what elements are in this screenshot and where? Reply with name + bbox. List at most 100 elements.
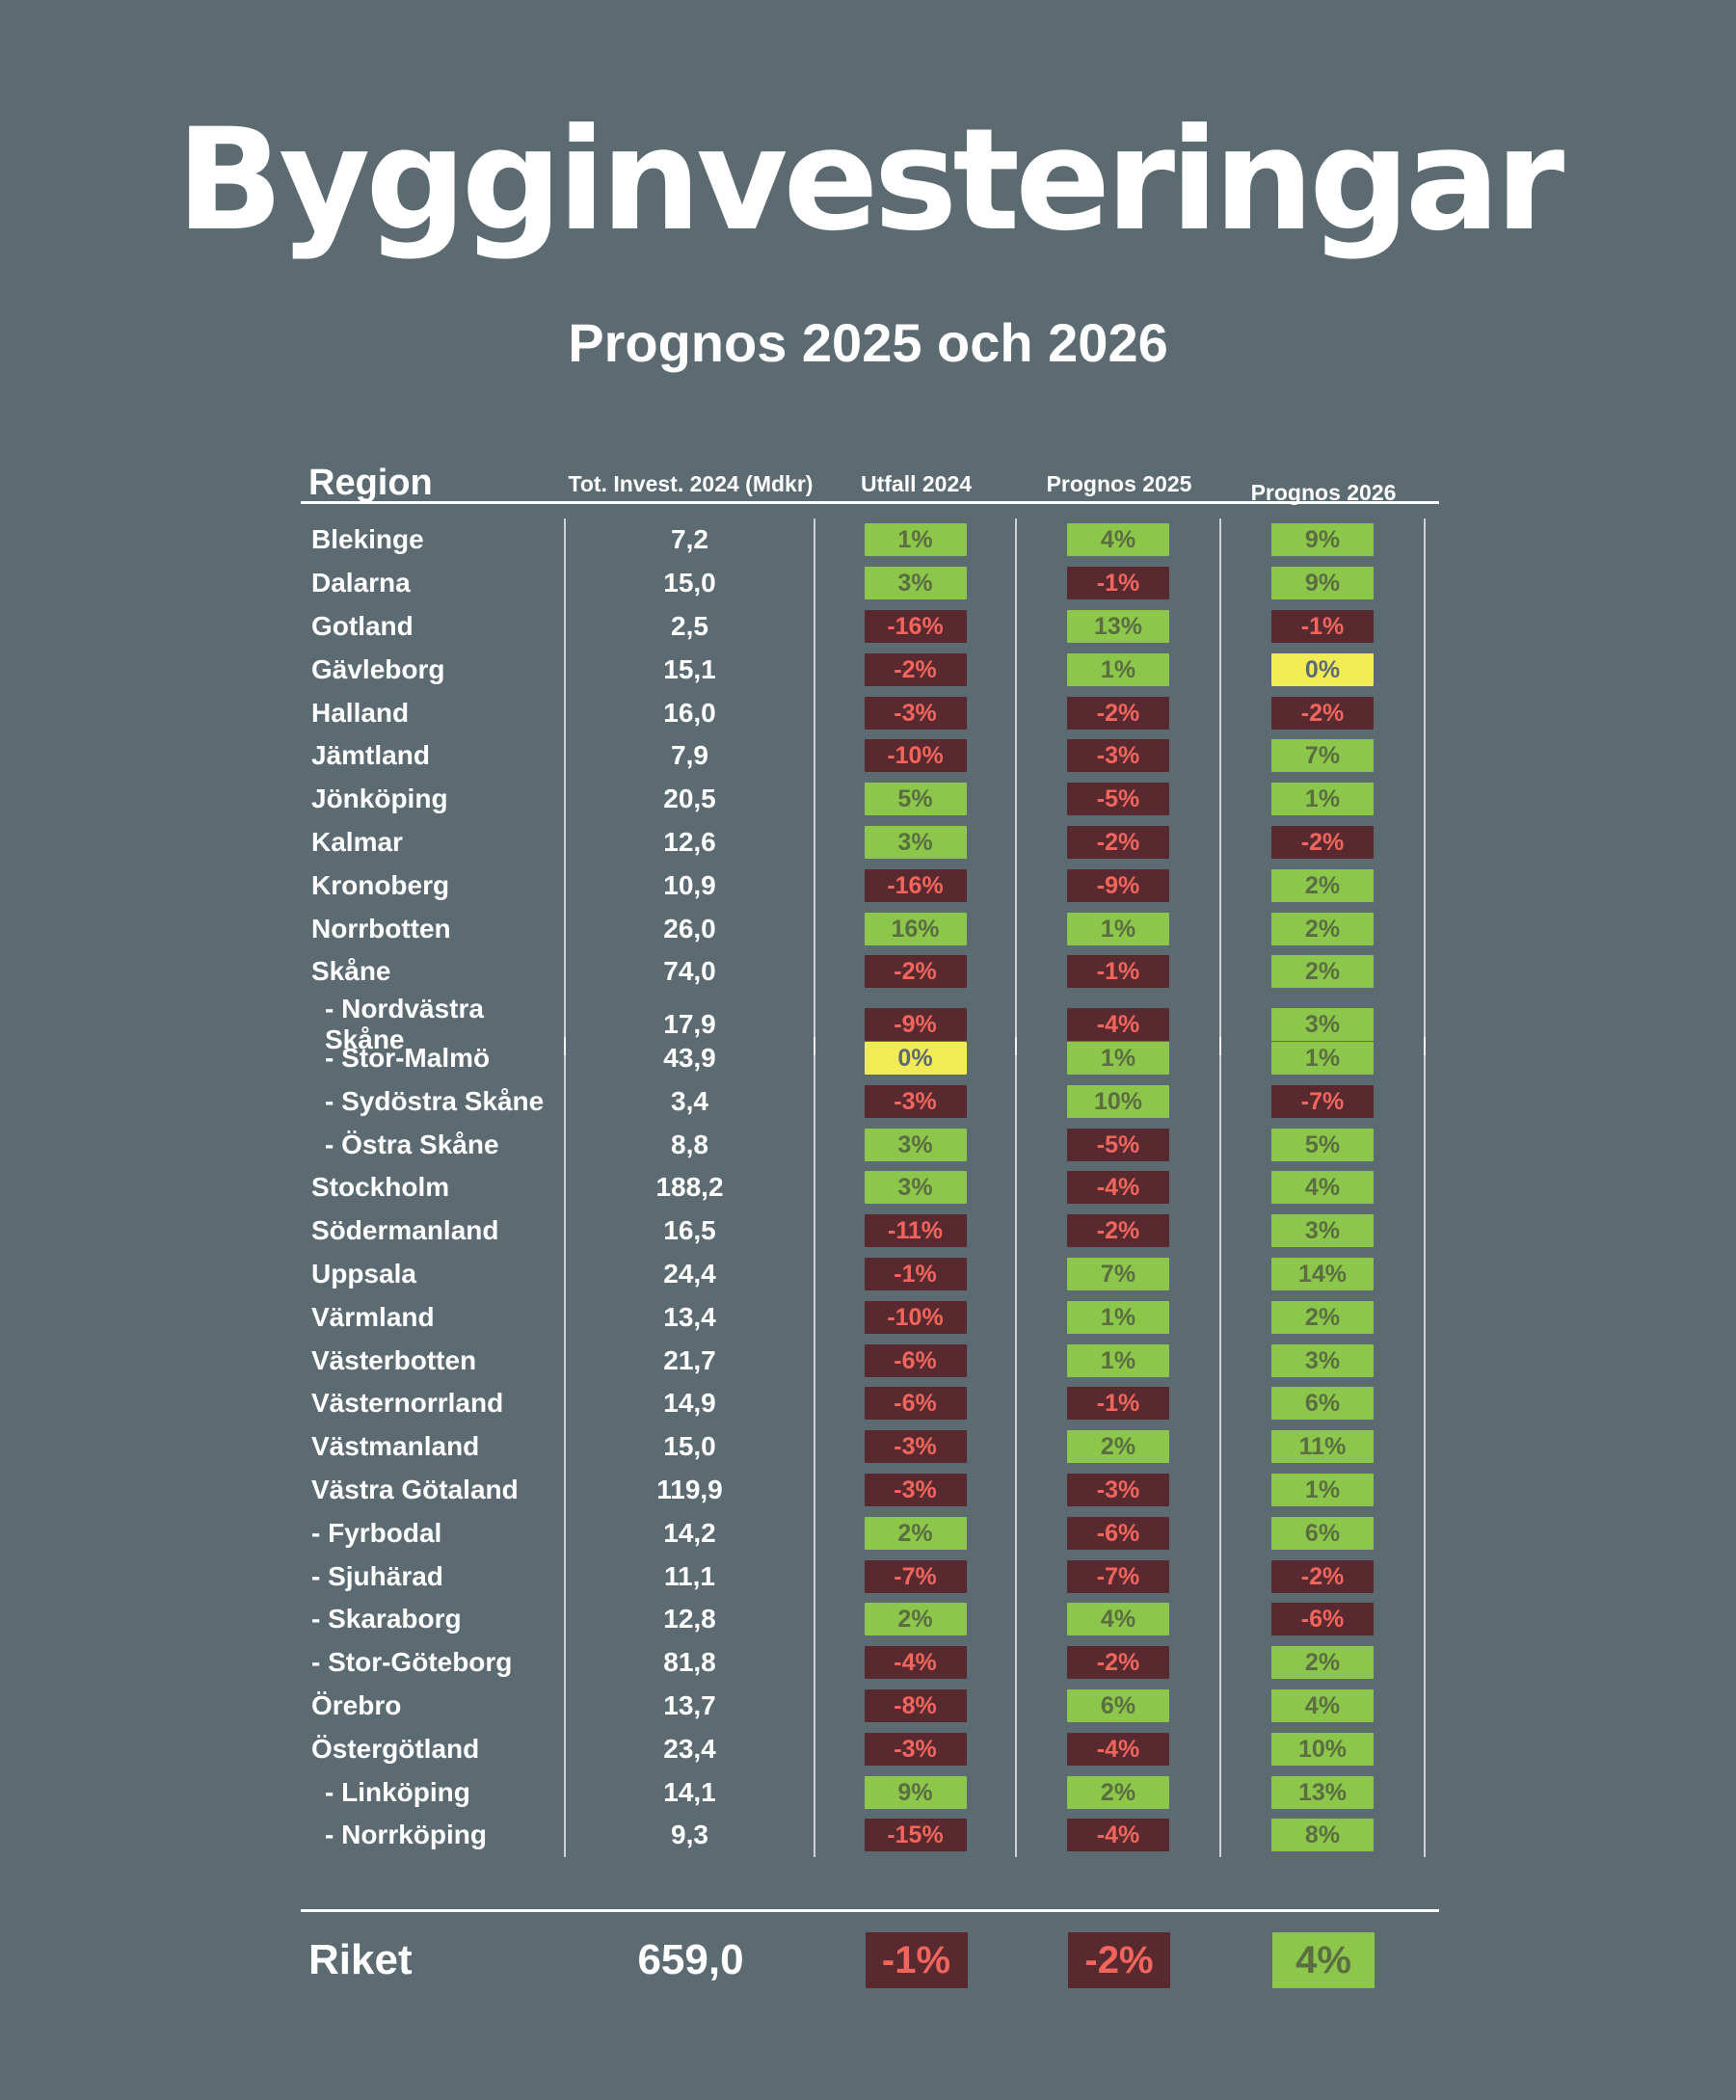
table-row: - Fyrbodal 14,2 2% -6% 6% bbox=[307, 1511, 1426, 1555]
region-name: - Sjuhärad bbox=[307, 1555, 566, 1598]
table-row: - Stor-Göteborg 81,8 -4% -2% 2% bbox=[307, 1640, 1426, 1685]
badge-cell: 14% bbox=[1221, 1252, 1426, 1296]
invest-value: 24,4 bbox=[566, 1252, 815, 1296]
badge-cell: 10% bbox=[1221, 1727, 1426, 1771]
invest-value: 16,0 bbox=[566, 691, 815, 734]
footer-badge-cell-utfall-2024: -1% bbox=[815, 1929, 1017, 1991]
percent-badge: 6% bbox=[1067, 1688, 1169, 1722]
percent-badge: 5% bbox=[1271, 1128, 1374, 1161]
badge-cell: -2% bbox=[1017, 1640, 1221, 1685]
table-row: Norrbotten 26,0 16% 1% 2% bbox=[307, 907, 1426, 950]
percent-badge: -6% bbox=[1067, 1516, 1169, 1550]
percent-badge: -4% bbox=[864, 1646, 967, 1680]
table-row: Gotland 2,5 -16% 13% -1% bbox=[307, 604, 1426, 649]
percent-badge: 13% bbox=[1271, 1775, 1374, 1809]
badge-cell: 0% bbox=[1221, 648, 1426, 692]
page-title: Bygginvesteringar bbox=[175, 98, 1564, 262]
percent-badge: -2% bbox=[1067, 1646, 1169, 1680]
region-name: Gotland bbox=[307, 604, 566, 649]
percent-badge: 13% bbox=[1067, 609, 1169, 643]
column-header-prognos-2026: Prognos 2026 bbox=[1250, 480, 1397, 505]
region-name: - Östra Skåne bbox=[307, 1123, 566, 1166]
percent-badge: -2% bbox=[1271, 1559, 1374, 1593]
table-row: Halland 16,0 -3% -2% -2% bbox=[307, 691, 1426, 734]
badge-cell: -10% bbox=[815, 733, 1017, 778]
invest-value: 17,9 bbox=[566, 993, 815, 1055]
invest-value: 14,9 bbox=[566, 1381, 815, 1425]
percent-badge: -16% bbox=[864, 868, 967, 902]
region-name: Värmland bbox=[307, 1295, 566, 1340]
percent-badge: 1% bbox=[1067, 1343, 1169, 1377]
percent-badge: 2% bbox=[1067, 1430, 1169, 1464]
invest-value: 74,0 bbox=[566, 949, 815, 994]
region-name: Kalmar bbox=[307, 820, 566, 864]
badge-cell: -2% bbox=[815, 949, 1017, 994]
table-row: Västerbotten 21,7 -6% 1% 3% bbox=[307, 1339, 1426, 1382]
badge-cell: 8% bbox=[1221, 1813, 1426, 1857]
invest-value: 10,9 bbox=[566, 864, 815, 908]
percent-badge: -9% bbox=[1067, 868, 1169, 902]
badge-cell: -2% bbox=[815, 648, 1017, 692]
badge-cell: 2% bbox=[815, 1511, 1017, 1555]
badge-cell: 7% bbox=[1221, 733, 1426, 778]
column-header-utfall-2024: Utfall 2024 bbox=[860, 471, 973, 496]
percent-badge: 3% bbox=[1271, 1214, 1374, 1248]
table-header-row: Region Tot. Invest. 2024 (Mdkr) Utfall 2… bbox=[307, 422, 1426, 504]
column-header-region: Region bbox=[308, 463, 433, 503]
percent-badge: -4% bbox=[1067, 1007, 1169, 1041]
badge-cell: -7% bbox=[1221, 1079, 1426, 1124]
badge-cell: -6% bbox=[1221, 1597, 1426, 1641]
badge-cell: 2% bbox=[1221, 1295, 1426, 1340]
region-name: Östergötland bbox=[307, 1727, 566, 1771]
invest-value: 8,8 bbox=[566, 1123, 815, 1166]
badge-cell: -2% bbox=[1017, 691, 1221, 734]
badge-cell: -2% bbox=[1017, 820, 1221, 864]
percent-badge: -2% bbox=[864, 652, 967, 686]
table-row: Södermanland 16,5 -11% -2% 3% bbox=[307, 1209, 1426, 1253]
region-name: Dalarna bbox=[307, 561, 566, 605]
percent-badge: 1% bbox=[1067, 652, 1169, 686]
percent-badge: 6% bbox=[1271, 1516, 1374, 1550]
percent-badge: 8% bbox=[1271, 1819, 1374, 1852]
percent-badge: 1% bbox=[1271, 1041, 1374, 1075]
badge-cell: -2% bbox=[1017, 1209, 1221, 1253]
percent-badge: -4% bbox=[1067, 1171, 1169, 1205]
badge-cell: -1% bbox=[1017, 949, 1221, 994]
badge-cell: 3% bbox=[1221, 1209, 1426, 1253]
badge-cell: 1% bbox=[1221, 1036, 1426, 1080]
table-row: Kronoberg 10,9 -16% -9% 2% bbox=[307, 864, 1426, 908]
footer-badge-cell-prognos-2026: 4% bbox=[1221, 1929, 1426, 1991]
badge-cell: -1% bbox=[815, 1252, 1017, 1296]
percent-badge: 3% bbox=[1271, 1007, 1374, 1041]
percent-badge: 4% bbox=[1067, 1603, 1169, 1636]
badge-cell: -2% bbox=[1221, 1555, 1426, 1598]
badge-cell: 1% bbox=[1221, 777, 1426, 821]
badge-cell: 2% bbox=[815, 1597, 1017, 1641]
badge-cell: -1% bbox=[1221, 604, 1426, 649]
percent-badge: -2% bbox=[864, 955, 967, 989]
percent-badge: 1% bbox=[1271, 783, 1374, 816]
table-row: - Sydöstra Skåne 3,4 -3% 10% -7% bbox=[307, 1079, 1426, 1124]
badge-cell: 9% bbox=[1221, 561, 1426, 605]
percent-badge: -8% bbox=[864, 1688, 967, 1722]
table-row: Västra Götaland 119,9 -3% -3% 1% bbox=[307, 1468, 1426, 1512]
badge-cell: 0% bbox=[815, 1036, 1017, 1080]
column-header-prognos-2025: Prognos 2025 bbox=[1046, 471, 1192, 496]
badge-cell: 4% bbox=[1221, 1684, 1426, 1728]
percent-badge: -3% bbox=[1067, 739, 1169, 773]
badge-cell: -4% bbox=[1017, 1165, 1221, 1209]
column-header-invest: Tot. Invest. 2024 (Mdkr) bbox=[568, 471, 814, 496]
region-name: Halland bbox=[307, 691, 566, 734]
header-divider-line bbox=[301, 501, 1439, 504]
percent-badge: 9% bbox=[1271, 523, 1374, 557]
percent-badge: 3% bbox=[864, 825, 967, 859]
badge-cell: 1% bbox=[1017, 648, 1221, 692]
invest-value: 12,6 bbox=[566, 820, 815, 864]
percent-badge: -2% bbox=[1271, 825, 1374, 859]
badge-cell: 3% bbox=[815, 1123, 1017, 1166]
region-name: Blekinge bbox=[307, 518, 566, 562]
badge-cell: 2% bbox=[1221, 864, 1426, 908]
table-row: Kalmar 12,6 3% -2% -2% bbox=[307, 820, 1426, 864]
footer-percent-badge: -1% bbox=[865, 1932, 968, 1988]
percent-badge: -6% bbox=[864, 1343, 967, 1377]
